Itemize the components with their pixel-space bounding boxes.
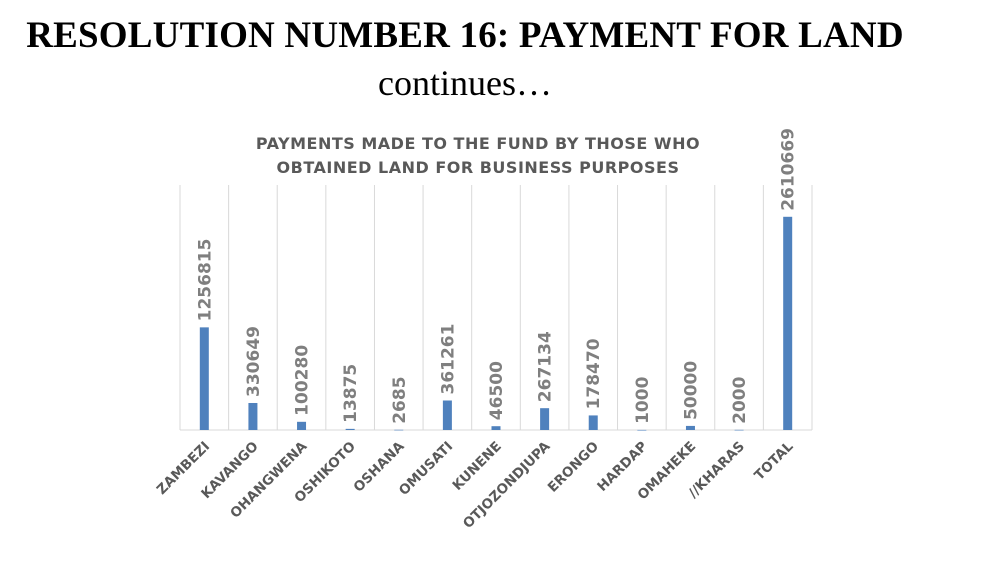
data-label: 178470 bbox=[584, 338, 604, 409]
bar-ohangwena bbox=[297, 421, 307, 430]
data-label: 2610669 bbox=[779, 128, 799, 211]
data-label: 2000 bbox=[730, 376, 750, 423]
bar-oshikoto bbox=[345, 428, 355, 430]
bar-kharas bbox=[734, 429, 744, 431]
chart-title-line-1: PAYMENTS MADE TO THE FUND BY THOSE WHO bbox=[256, 134, 700, 153]
bar-kunene bbox=[491, 426, 501, 430]
slide-title: RESOLUTION NUMBER 16: PAYMENT FOR LAND bbox=[26, 15, 904, 56]
chart-bars bbox=[199, 216, 793, 431]
x-axis-tick-labels: ZAMBEZIKAVANGOOHANGWENAOSHIKOTOOSHANAOMU… bbox=[154, 438, 797, 532]
bar-hardap bbox=[637, 429, 647, 431]
x-tick-label: OTJOZONDJUPA bbox=[460, 438, 554, 532]
data-label: 267134 bbox=[536, 331, 556, 402]
x-tick-label: TOTAL bbox=[751, 438, 796, 483]
chart-gridlines bbox=[179, 185, 813, 430]
data-label: 13875 bbox=[341, 364, 361, 423]
bar-omusati bbox=[442, 400, 452, 430]
chart-data-labels: 1256815 330649 100280 13875 2685 361261 46500 2… bbox=[195, 128, 798, 424]
bar-oshana bbox=[394, 429, 404, 431]
data-label: 100280 bbox=[293, 345, 313, 416]
bar-erongo bbox=[588, 415, 598, 430]
data-label: 330649 bbox=[244, 326, 264, 397]
data-label: 361261 bbox=[438, 324, 458, 395]
data-label: 50000 bbox=[681, 361, 701, 420]
bar-total bbox=[783, 216, 793, 430]
data-label: 1000 bbox=[633, 376, 653, 423]
slide-subtitle: continues… bbox=[378, 63, 552, 103]
data-label: 2685 bbox=[390, 376, 410, 423]
bar-zambezi bbox=[199, 327, 209, 430]
data-label: 1256815 bbox=[195, 239, 215, 322]
chart-title-line-2: OBTAINED LAND FOR BUSINESS PURPOSES bbox=[277, 158, 680, 177]
bar-otjozondjupa bbox=[540, 408, 550, 430]
x-tick-label: ERONGO bbox=[545, 439, 602, 496]
bar-kavango bbox=[248, 402, 258, 430]
data-label: 46500 bbox=[487, 361, 507, 420]
bar-omaheke bbox=[685, 425, 695, 430]
